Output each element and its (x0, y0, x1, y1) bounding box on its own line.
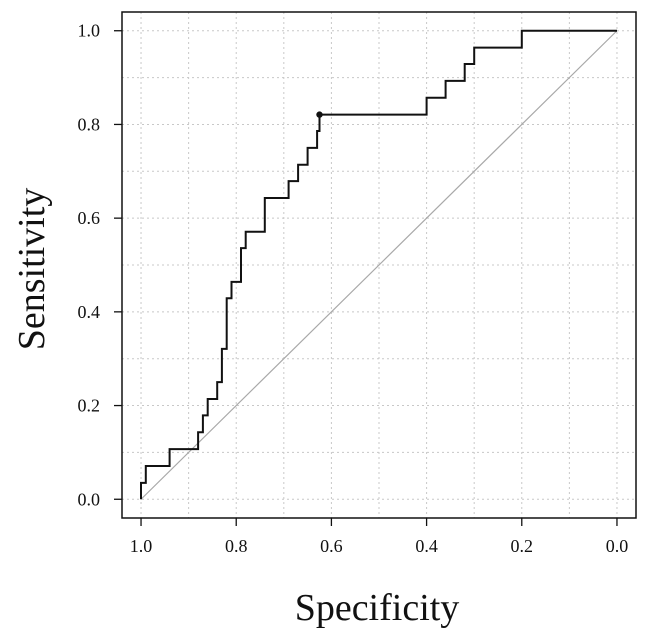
x-tick-label: 0.2 (511, 536, 534, 556)
y-tick-label: 0.6 (78, 208, 101, 228)
x-tick-label: 0.8 (225, 536, 248, 556)
x-tick-label: 0.4 (415, 536, 438, 556)
x-tick-label: 1.0 (130, 536, 153, 556)
axis-ticks: 1.0 0.8 0.6 0.4 0.2 0.0 0.0 0.2 0.4 0.6 0.8 1.0 (78, 21, 629, 556)
x-axis-title: Specificity (295, 587, 460, 629)
x-tick-label: 0.0 (606, 536, 629, 556)
y-tick-label: 0.0 (78, 489, 101, 509)
y-tick-label: 1.0 (78, 21, 101, 41)
plot-frame (121, 11, 637, 519)
x-tick-label: 0.6 (320, 536, 343, 556)
reference-diagonal-line (140, 30, 618, 500)
y-axis-title: Sensitivity (11, 188, 53, 351)
grid (122, 12, 636, 518)
optimal-cutoff-point (316, 111, 323, 118)
y-tick-label: 0.2 (78, 396, 101, 416)
y-tick-label: 0.4 (78, 302, 101, 322)
roc-curve-line (140, 29, 617, 500)
y-tick-label: 0.8 (78, 114, 101, 134)
